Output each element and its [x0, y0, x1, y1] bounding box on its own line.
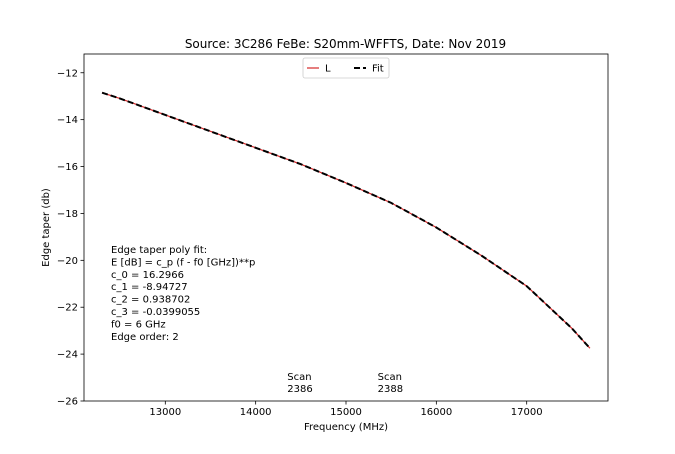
legend: L Fit: [302, 57, 390, 79]
scan-number: 2386: [287, 384, 312, 395]
legend-label-fit: Fit: [372, 64, 384, 75]
y-tick-label: −12: [57, 68, 78, 79]
fit-annotation-line: c_1 = -8.94727: [111, 282, 188, 293]
y-tick-label: −26: [57, 397, 78, 408]
plot-area-frame: [83, 53, 609, 402]
x-tick-label: 16000: [420, 407, 452, 418]
fit-annotation-line: Edge taper poly fit:: [111, 245, 207, 256]
x-axis-label: Frequency (MHz): [304, 422, 388, 433]
y-tick-label: −20: [57, 256, 78, 267]
y-axis: −26 −24 −22 −20 −18 −16 −14 −12: [57, 68, 84, 408]
chart-title: Source: 3C286 FeBe: S20mm-WFFTS, Date: N…: [185, 37, 506, 51]
fit-annotation-line: c_0 = 16.2966: [111, 270, 184, 281]
legend-label-l: L: [325, 64, 331, 75]
x-tick-label: 15000: [330, 407, 362, 418]
x-tick-label: 14000: [240, 407, 272, 418]
x-axis: 13000 14000 15000 16000 17000: [149, 401, 543, 418]
y-tick-label: −18: [57, 209, 78, 220]
fit-annotation-line: E [dB] = c_p (f - f0 [GHz])**p: [111, 257, 255, 268]
fit-annotation-line: f0 = 6 GHz: [111, 319, 166, 330]
y-tick-label: −22: [57, 303, 78, 314]
x-tick-label: 17000: [511, 407, 543, 418]
series-line-fit: [101, 91, 591, 349]
y-tick-label: −16: [57, 162, 78, 173]
fit-annotation-line: Edge order: 2: [111, 332, 179, 343]
fit-annotation-line: c_3 = -0.0399055: [111, 307, 200, 318]
series-group: [101, 91, 591, 349]
scan-number: 2388: [378, 384, 403, 395]
fit-annotation-line: c_2 = 0.938702: [111, 295, 190, 306]
fit-annotation: Edge taper poly fit:E [dB] = c_p (f - f0…: [111, 245, 255, 343]
y-tick-label: −14: [57, 115, 78, 126]
scan-label: Scan: [378, 372, 402, 383]
y-axis-label: Edge taper (db): [41, 188, 52, 267]
legend-box: [302, 57, 390, 79]
scan-label: Scan: [287, 372, 311, 383]
y-tick-label: −24: [57, 350, 78, 361]
x-tick-label: 13000: [149, 407, 181, 418]
